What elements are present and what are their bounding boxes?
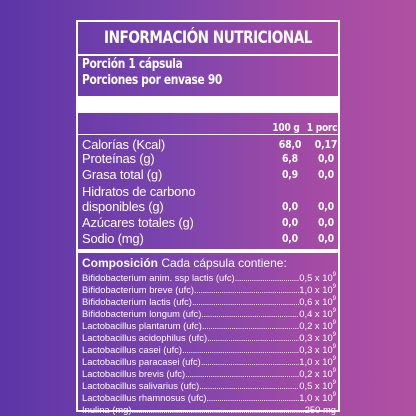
ingredient-amount: 1,0 x 109 (299, 391, 336, 403)
leader-dots (207, 332, 299, 344)
ingredient-name: Lactobacillus salivarius (ufc) (82, 380, 200, 391)
nutrient-value-portion: 0,17 (314, 138, 338, 151)
title-divider (78, 54, 338, 56)
ingredient-amount: 0,2 x 109 (299, 319, 336, 331)
composition-divider (78, 249, 338, 253)
ingredient-name: Bifidobacterium anim. ssp lactis (ufc) (82, 272, 235, 283)
ingredient-name: Bifidobacterium lactis (ufc) (82, 296, 192, 307)
composition-row: Bifidobacterium breve (ufc) 1,0 x 109 (82, 284, 336, 296)
ingredient-name: Lactobacillus rhamnosus (ufc) (82, 392, 207, 403)
nutrient-value-100g: 68,0 (278, 138, 302, 151)
leader-dots (202, 320, 299, 332)
portion-line: Porción 1 cápsula (82, 57, 183, 72)
ingredient-name: Lactobacillus brevis (ufc) (82, 368, 186, 379)
ingredient-amount: 0,6 x 109 (299, 295, 336, 307)
nutrient-label: Azúcares totales (g) (82, 215, 194, 230)
nutrient-value-100g: 0,0 (281, 200, 299, 213)
leader-dots (201, 308, 299, 320)
ingredient-amount: 0,2 x 109 (299, 367, 336, 379)
ingredient-amount: 0,3 x 109 (299, 343, 336, 355)
nutrient-value-100g: 6,8 (281, 152, 299, 165)
column-header-portion: 1 porc (306, 121, 338, 134)
composition-row: Lactobacillus paracasei (ufc) 1,0 x 109 (82, 356, 336, 368)
composition-heading: Composición Cada cápsula contiene: (82, 256, 287, 270)
leader-dots (235, 272, 300, 284)
nutrient-value-portion: 0,0 (317, 232, 335, 245)
composition-row: Bifidobacterium anim. ssp lactis (ufc) 0,… (82, 272, 336, 284)
nutrient-label: Hidratos de carbono (82, 184, 196, 199)
nutrient-value-portion: 0,0 (317, 168, 335, 181)
nutrient-value-portion: 0,0 (317, 216, 335, 229)
ingredient-name: Bifidobacterium breve (ufc) (82, 284, 195, 295)
ingredient-name: Lactobacillus plantarum (ufc) (82, 320, 202, 331)
servings-line: Porciones por envase 90 (82, 73, 223, 88)
nutrient-value-100g: 0,9 (281, 168, 299, 181)
nutrient-label: Grasa total (g) (82, 167, 163, 182)
ingredient-amount: 0,3 x 109 (299, 331, 336, 343)
ingredient-name: Lactobacillus paracasei (ufc) (82, 356, 201, 367)
composition-row: Inulina (mg) 250 mg (82, 404, 336, 416)
composition-row: Bifidobacterium longum (ufc) 0,4 x 109 (82, 308, 336, 320)
ingredient-name: Bifidobacterium longum (ufc) (82, 308, 202, 319)
leader-dots (199, 380, 299, 392)
leader-dots (207, 392, 300, 404)
composition-row: Lactobacillus plantarum (ufc) 0,2 x 109 (82, 320, 336, 332)
composition-row: Lactobacillus rhamnosus (ufc) 1,0 x 109 (82, 392, 336, 404)
composition-title: Composición (82, 256, 159, 270)
composition-row: Lactobacillus salivarius (ufc) 0,5 x 109 (82, 380, 336, 392)
ingredient-name: Lactobacillus acidophilus (ufc) (82, 332, 208, 343)
ingredient-name: Inulina (mg) (82, 404, 132, 415)
leader-dots (132, 404, 305, 416)
nutrient-label: Calorías (Kcal) (82, 137, 165, 152)
nutrient-label: Proteínas (g) (82, 151, 155, 166)
leader-dots (185, 368, 299, 380)
nutrient-value-100g: 0,0 (281, 232, 299, 245)
portion-info: Porción 1 cápsula Porciones por envase 9… (82, 57, 287, 89)
composition-row: Bifidobacterium lactis (ufc) 0,6 x 109 (82, 296, 336, 308)
ingredient-amount: 250 mg (304, 404, 336, 415)
nutrient-value-100g: 0,0 (281, 216, 299, 229)
leader-dots (194, 284, 299, 296)
leader-dots (201, 356, 299, 368)
composition-row: Lactobacillus acidophilus (ufc) 0,3 x 109 (82, 332, 336, 344)
nutrient-value-portion: 0,0 (317, 200, 335, 213)
composition-row: Lactobacillus brevis (ufc) 0,2 x 109 (82, 368, 336, 380)
ingredient-amount: 0,5 x 109 (299, 379, 336, 391)
leader-dots (192, 296, 299, 308)
ingredient-amount: 0,4 x 109 (299, 307, 336, 319)
ingredient-name: Lactobacillus casei (ufc) (82, 344, 183, 355)
ingredient-amount: 0,5 x 109 (299, 271, 336, 283)
composition-row: Lactobacillus casei (ufc) 0,3 x 109 (82, 344, 336, 356)
nutrient-value-portion: 0,0 (317, 152, 335, 165)
header-divider (78, 134, 338, 135)
composition-subtitle: Cada cápsula contiene: (161, 256, 287, 270)
leader-dots (182, 344, 299, 356)
nutrition-title: INFORMACIÓN NUTRICIONAL (104, 28, 312, 48)
ingredient-amount: 1,0 x 109 (299, 283, 336, 295)
nutrient-label-line2: disponibles (g) (82, 199, 164, 214)
nutrition-facts-panel: INFORMACIÓN NUTRICIONAL Porción 1 cápsul… (76, 20, 340, 415)
column-header-100g: 100 g (272, 121, 300, 134)
thick-divider (78, 96, 338, 113)
ingredient-amount: 1,0 x 109 (299, 355, 336, 367)
nutrient-label: Sodio (mg) (82, 231, 144, 246)
